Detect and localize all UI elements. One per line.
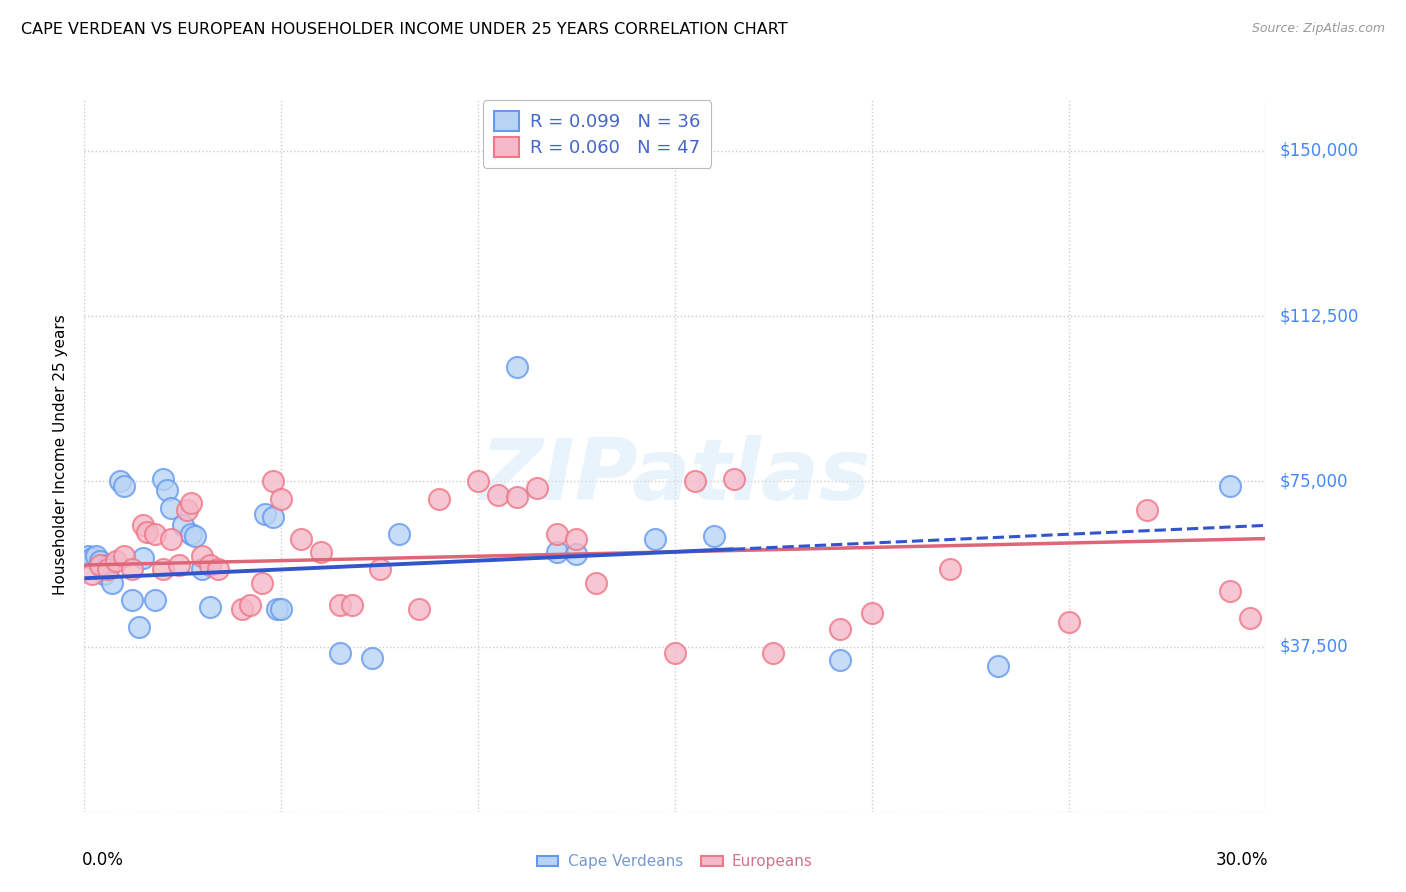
Point: [1219, 584, 1241, 599]
Text: $37,500: $37,500: [1279, 638, 1348, 656]
Point: [207, 562, 229, 576]
Point: [329, 646, 352, 660]
Point: [830, 622, 852, 636]
Point: [250, 575, 273, 590]
Point: [172, 518, 194, 533]
Point: [506, 359, 529, 374]
Point: [82, 566, 104, 581]
Point: [167, 558, 190, 572]
Point: [565, 532, 588, 546]
Point: [93, 566, 115, 581]
Point: [266, 602, 288, 616]
Point: [152, 562, 174, 576]
Point: [89, 558, 111, 572]
Point: [128, 620, 150, 634]
Point: [89, 554, 111, 568]
Point: [860, 607, 883, 621]
Point: [121, 562, 143, 576]
Point: [939, 562, 962, 576]
Point: [723, 472, 745, 486]
Point: [180, 527, 202, 541]
Point: [388, 527, 411, 541]
Point: [664, 646, 686, 660]
Point: [143, 527, 166, 541]
Point: [546, 545, 568, 559]
Point: [200, 558, 222, 572]
Point: [180, 496, 202, 510]
Point: [132, 518, 155, 533]
Point: [360, 650, 382, 665]
Point: [1219, 479, 1241, 493]
Point: [290, 532, 312, 546]
Point: [427, 491, 450, 506]
Point: [101, 575, 124, 590]
Point: [506, 490, 529, 504]
Point: [97, 558, 120, 572]
Point: [112, 549, 135, 564]
Point: [270, 491, 292, 506]
Point: [1136, 503, 1159, 517]
Point: [526, 481, 548, 495]
Point: [183, 529, 205, 543]
Legend: Cape Verdeans, Europeans: Cape Verdeans, Europeans: [531, 848, 818, 875]
Point: [191, 549, 214, 564]
Text: $75,000: $75,000: [1279, 473, 1348, 491]
Point: [231, 602, 253, 616]
Point: [239, 598, 262, 612]
Point: [340, 598, 363, 612]
Point: [486, 487, 509, 501]
Point: [703, 529, 725, 543]
Point: [585, 575, 607, 590]
Point: [108, 475, 131, 489]
Point: [408, 602, 430, 616]
Point: [132, 551, 155, 566]
Point: [830, 653, 852, 667]
Point: [270, 602, 292, 616]
Point: [262, 475, 284, 489]
Point: [160, 532, 183, 546]
Point: [156, 483, 179, 498]
Text: ZIPatlas: ZIPatlas: [479, 434, 870, 518]
Point: [644, 532, 666, 546]
Point: [262, 509, 284, 524]
Text: $150,000: $150,000: [1279, 142, 1358, 160]
Point: [987, 659, 1010, 673]
Point: [160, 500, 183, 515]
Point: [368, 562, 391, 576]
Point: [254, 508, 277, 522]
Point: [176, 503, 198, 517]
Point: [152, 472, 174, 486]
Text: 0.0%: 0.0%: [82, 851, 124, 869]
Y-axis label: Householder Income Under 25 years: Householder Income Under 25 years: [53, 315, 69, 595]
Point: [84, 549, 107, 564]
Text: $112,500: $112,500: [1279, 307, 1358, 326]
Point: [77, 549, 100, 564]
Point: [191, 562, 214, 576]
Point: [82, 551, 104, 566]
Text: CAPE VERDEAN VS EUROPEAN HOUSEHOLDER INCOME UNDER 25 YEARS CORRELATION CHART: CAPE VERDEAN VS EUROPEAN HOUSEHOLDER INC…: [21, 22, 787, 37]
Point: [329, 598, 352, 612]
Point: [1239, 611, 1261, 625]
Point: [200, 599, 222, 614]
Point: [546, 527, 568, 541]
Point: [1057, 615, 1080, 630]
Point: [683, 475, 706, 489]
Point: [143, 593, 166, 607]
Point: [104, 554, 127, 568]
Point: [97, 562, 120, 576]
Point: [112, 479, 135, 493]
Text: Source: ZipAtlas.com: Source: ZipAtlas.com: [1251, 22, 1385, 36]
Point: [121, 593, 143, 607]
Point: [565, 547, 588, 561]
Point: [309, 545, 332, 559]
Point: [136, 524, 159, 539]
Point: [467, 475, 489, 489]
Point: [762, 646, 785, 660]
Text: 30.0%: 30.0%: [1215, 851, 1268, 869]
